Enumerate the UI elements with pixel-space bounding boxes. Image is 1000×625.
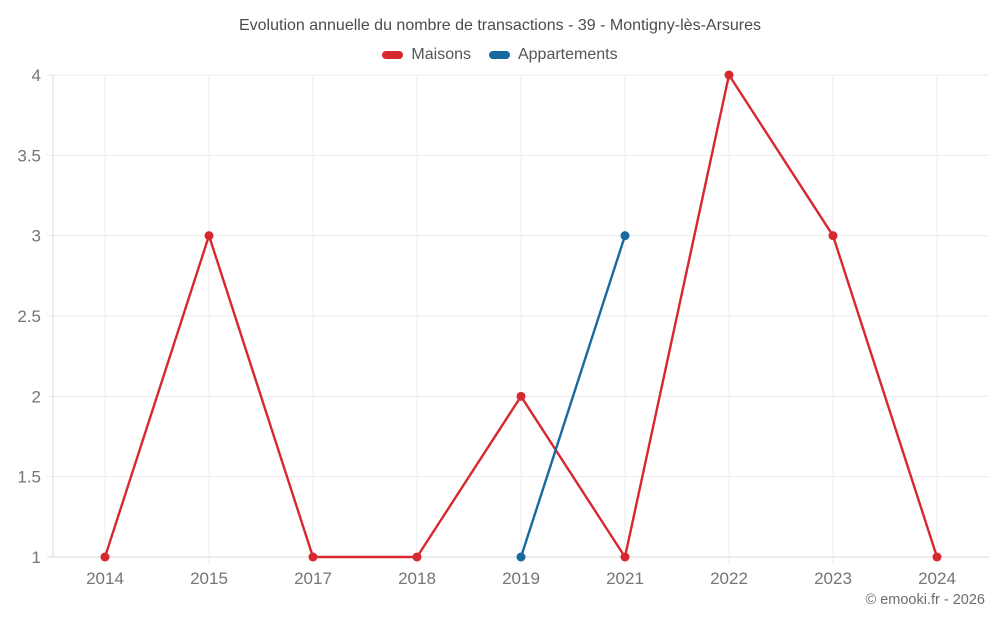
y-axis-tick-label: 1 [32,548,41,567]
legend-marker-maisons [382,51,404,59]
y-axis-tick-label: 2 [32,387,41,406]
x-axis-tick-label: 2014 [86,569,124,588]
data-point-appartements-2021[interactable] [620,231,630,241]
data-point-maisons-2022[interactable] [724,70,734,80]
y-axis-tick-label: 2.5 [17,307,41,326]
y-axis-tick-label: 3 [32,227,41,246]
x-axis-tick-label: 2018 [398,569,436,588]
data-point-maisons-2021[interactable] [620,552,630,562]
data-point-maisons-2015[interactable] [204,231,214,241]
legend-marker-appartements [488,51,510,59]
data-point-maisons-2014[interactable] [100,552,110,562]
data-point-maisons-2024[interactable] [932,552,942,562]
y-axis-tick-label: 1.5 [17,468,41,487]
legend-item-maisons[interactable]: Maisons [382,46,471,64]
copyright-watermark: © emooki.fr - 2026 [865,592,985,608]
series-line-appartements [519,234,627,559]
legend-item-appartements[interactable]: Appartements [488,46,618,64]
chart-title: Evolution annuelle du nombre de transact… [238,17,762,34]
x-axis-tick-label: 2019 [502,569,540,588]
legend-label-appartements: Appartements [517,46,618,63]
data-point-maisons-2017[interactable] [308,552,318,562]
x-axis-tick-label: 2015 [190,569,228,588]
x-axis-tick-label: 2017 [294,569,332,588]
y-axis-tick-label: 4 [32,66,41,85]
y-axis-tick-label: 3.5 [17,146,41,165]
data-point-maisons-2023[interactable] [828,231,838,241]
data-point-maisons-2018[interactable] [412,552,422,562]
x-axis-tick-label: 2024 [918,569,956,588]
legend-label-maisons: Maisons [411,46,471,63]
x-axis-tick-label: 2021 [606,569,644,588]
data-point-maisons-2019[interactable] [516,391,526,401]
x-axis-tick-label: 2022 [710,569,748,588]
data-point-appartements-2019[interactable] [516,552,526,562]
chart-legend: Maisons Appartements [0,46,1000,64]
x-axis-tick-label: 2023 [814,569,852,588]
